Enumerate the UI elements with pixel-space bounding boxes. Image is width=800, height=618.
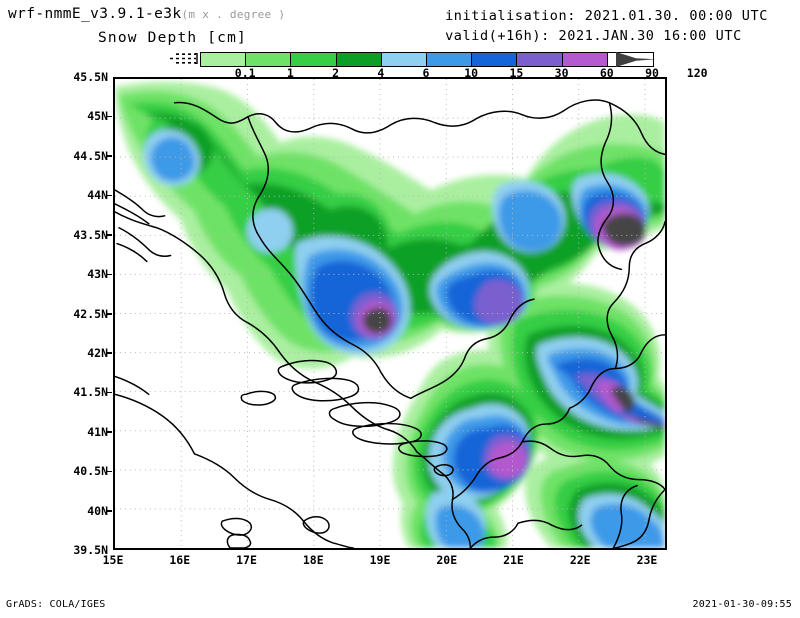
colorbar-tick-label: 4 bbox=[377, 66, 385, 80]
generation-timestamp: 2021-01-30-09:55 bbox=[692, 599, 792, 610]
colorbar-strip bbox=[200, 52, 654, 67]
latitude-tick-mark bbox=[106, 194, 112, 197]
model-title-units: (m x . degree ) bbox=[181, 8, 286, 21]
latitude-tick-label: 42.5N bbox=[73, 306, 108, 321]
latitude-tick-mark bbox=[106, 273, 112, 276]
colorbar-high-arrow-icon bbox=[616, 52, 656, 67]
valid-time: valid(+16h): 2021.JAN.30 16:00 UTC bbox=[445, 28, 742, 44]
latitude-tick-mark bbox=[106, 234, 112, 236]
longitude-tick-label: 15E bbox=[102, 553, 124, 567]
colorbar-tick-labels: 0.1 1 2 4 6 10 15 30 60 90 120 bbox=[200, 66, 708, 80]
latitude-tick-label: 41.5N bbox=[73, 385, 108, 400]
run-info: initialisation: 2021.01.30. 00:00 UTC va… bbox=[445, 6, 768, 46]
latitude-tick-mark bbox=[106, 431, 112, 433]
colorbar-swatch bbox=[336, 53, 382, 66]
colorbar-tick-label: 15 bbox=[509, 66, 524, 80]
colorbar-swatch bbox=[246, 53, 292, 66]
latitude-tick-label: 44N bbox=[87, 188, 108, 203]
latitude-tick-mark bbox=[106, 391, 112, 394]
snow-depth-field bbox=[115, 79, 665, 548]
colorbar: 0.1 1 2 4 6 10 15 30 60 90 120 bbox=[170, 50, 708, 80]
colorbar-swatch bbox=[201, 53, 247, 66]
longitude-tick-label: 21E bbox=[503, 553, 524, 567]
page-title: Snow Depth [cm] bbox=[98, 30, 247, 46]
latitude-tick-mark bbox=[106, 155, 112, 157]
colorbar-tick-label: 90 bbox=[645, 66, 659, 80]
colorbar-swatch bbox=[426, 53, 473, 66]
snow-contour-bands bbox=[115, 81, 665, 548]
longitude-tick-label: 18E bbox=[302, 553, 324, 567]
colorbar-swatch bbox=[291, 53, 337, 66]
latitude-tick-label: 43N bbox=[87, 267, 108, 282]
latitude-tick-mark bbox=[106, 352, 112, 354]
model-title: wrf-nmmE_v3.9.1-e3k(m x . degree ) bbox=[8, 6, 285, 22]
colorbar-tick-label: 1 bbox=[286, 66, 294, 80]
colorbar-tick-label: 2 bbox=[332, 66, 340, 80]
latitude-tick-label: 40N bbox=[87, 503, 108, 518]
colorbar-tick-label: 60 bbox=[599, 66, 614, 80]
colorbar-swatch bbox=[381, 53, 427, 66]
latitude-tick-label: 45N bbox=[87, 109, 108, 124]
colorbar-tick-label: 6 bbox=[422, 66, 430, 80]
colorbar-swatch bbox=[562, 53, 608, 66]
latitude-tick-label: 44.5N bbox=[73, 148, 108, 163]
colorbar-tick-label: 120 bbox=[686, 66, 708, 80]
colorbar-low-arrow-icon bbox=[170, 53, 198, 64]
colorbar-swatch bbox=[472, 53, 518, 66]
longitude-tick-label: 22E bbox=[569, 553, 591, 567]
latitude-tick-mark bbox=[106, 115, 112, 118]
latitude-tick-mark bbox=[106, 510, 112, 512]
latitude-axis-labels: 45.5N 45N 44.5N 44N 43.5N 43N 42.5N 42N 41.5N 41N… bbox=[60, 70, 112, 557]
model-title-text: wrf-nmmE_v3.9.1-e3k bbox=[8, 6, 182, 22]
longitude-tick-label: 23E bbox=[636, 553, 658, 567]
latitude-tick-label: 43.5N bbox=[73, 227, 108, 242]
latitude-tick-label: 41N bbox=[87, 424, 108, 439]
latitude-tick-label: 40.5N bbox=[73, 464, 108, 479]
initialisation-time: initialisation: 2021.01.30. 00:00 UTC bbox=[445, 8, 768, 24]
latitude-tick-mark bbox=[106, 470, 112, 473]
colorbar-swatch bbox=[517, 53, 563, 66]
longitude-tick-label: 17E bbox=[236, 553, 257, 567]
colorbar-tick-label: 10 bbox=[464, 66, 479, 80]
longitude-axis-labels: 15E 16E 17E 18E 19E 20E 21E 22E 23E bbox=[103, 553, 667, 569]
colorbar-tick-label: 0.1 bbox=[234, 66, 256, 80]
longitude-tick-label: 16E bbox=[169, 553, 191, 567]
latitude-tick-label: 45.5N bbox=[73, 70, 108, 84]
longitude-tick-label: 19E bbox=[369, 553, 391, 567]
latitude-tick-label: 39.5N bbox=[73, 543, 108, 557]
grads-credit: GrADS: COLA/IGES bbox=[6, 599, 106, 610]
colorbar-tick-label: 30 bbox=[554, 66, 569, 80]
coastline-and-borders bbox=[115, 99, 665, 548]
latitude-tick-label: 42N bbox=[87, 345, 108, 360]
map-plot-area bbox=[113, 77, 667, 550]
longitude-tick-label: 20E bbox=[436, 553, 458, 567]
latitude-tick-mark bbox=[106, 313, 112, 315]
